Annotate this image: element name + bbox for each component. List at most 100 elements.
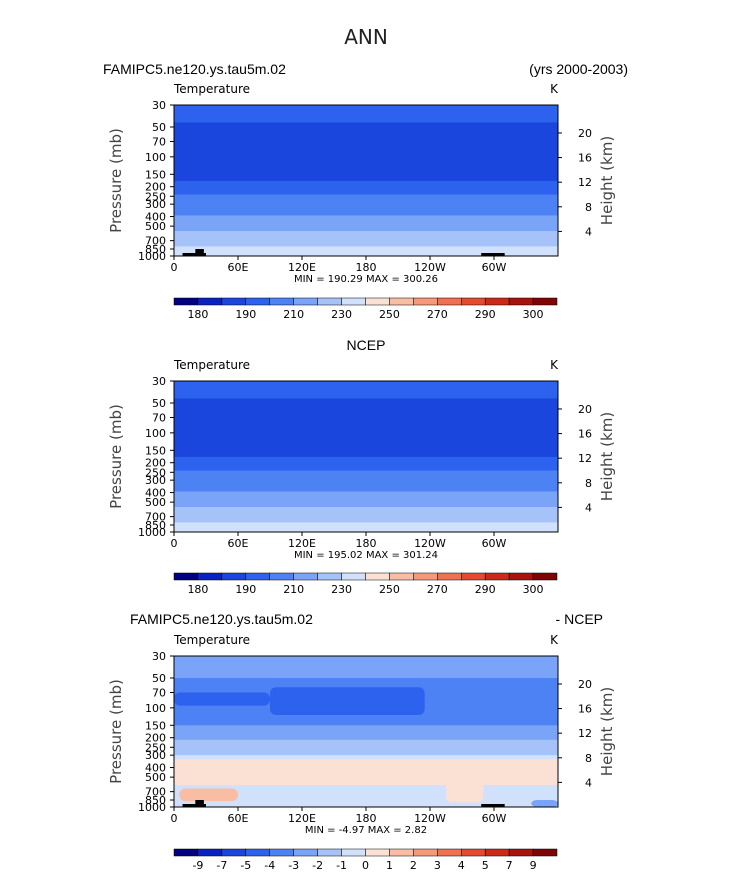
colorbar-swatch [532,572,558,581]
contour-band [174,470,558,478]
colorbar-swatch [532,848,558,857]
panel-diff: Temperature K3050701001502002503004005007… [107,633,616,872]
x-tick-label: 180 [356,537,377,550]
x-tick-label: 120W [414,537,446,550]
y-tick-label: 150 [145,168,166,181]
contour-band [174,122,558,136]
x-tick-label: 0 [171,261,178,274]
colorbar-label: 300 [523,583,544,596]
y-tick-label: 200 [145,181,166,194]
y-tick-label: 150 [145,719,166,732]
y2-tick-label: 20 [578,127,592,140]
y-tick-label: 700 [145,235,166,248]
colorbar-swatch [461,297,486,306]
y-tick-label: 30 [152,650,166,663]
colorbar-swatch [245,297,270,306]
contour-band [174,491,558,500]
topography-mask [195,800,204,807]
colorbar-swatch [508,297,534,306]
topography-mask [182,804,206,807]
colorbar-label: -2 [312,859,323,872]
colorbar-swatch [293,848,318,857]
x-tick-label: 60W [482,261,507,274]
panel-model: Temperature K3050701001502002503004005007… [107,82,616,321]
y-tick-label: 850 [145,794,166,807]
y-tick-label: 100 [145,427,166,440]
contour-band [174,755,558,760]
colorbar-swatch [197,572,223,581]
colorbar-label: -7 [216,859,227,872]
topography-mask [182,253,206,256]
colorbar-label: 1 [386,859,393,872]
colorbar-swatch [269,572,294,581]
y2-tick-label: 16 [578,152,592,165]
colorbar-label: 2 [410,859,417,872]
y-tick-label: 1000 [138,526,166,539]
y2-tick-label: 12 [578,727,592,740]
figure-right-label: (yrs 2000-2003) [529,61,628,77]
colorbar-swatch [484,572,510,581]
units-label: K [550,633,559,647]
colorbar-swatch [197,297,223,306]
colorbar-label: 270 [427,583,448,596]
y-tick-label: 850 [145,519,166,532]
x-tick-label: 180 [356,812,377,825]
colorbar-label: 210 [283,308,304,321]
y-tick-label: 70 [152,411,166,424]
y2-tick-label: 16 [578,703,592,716]
colorbar-swatch [508,848,534,857]
colorbar-label: 210 [283,583,304,596]
colorbar-swatch [269,848,294,857]
colorbar-swatch [245,572,270,581]
colorbar-label: 3 [434,859,441,872]
colorbar-label: 190 [235,308,256,321]
colorbar-label: 180 [187,308,208,321]
y2-tick-label: 4 [585,776,592,789]
topography-mask [195,249,204,256]
colorbar-swatch [413,572,438,581]
x-tick-label: 120E [288,537,316,550]
y-tick-label: 50 [152,397,166,410]
y-tick-label: 500 [145,496,166,509]
colorbar-label: 0 [362,859,369,872]
panel-title-obs: NCEP [347,337,386,353]
y2-tick-label: 4 [585,225,592,238]
y-tick-label: 100 [145,151,166,164]
x-tick-label: 120E [288,812,316,825]
colorbar-swatch [293,572,318,581]
y2-tick-label: 12 [578,452,592,465]
contour-band [174,739,558,756]
colorbar-swatch [341,572,366,581]
figure-left-label: FAMIPC5.ne120.ys.tau5m.02 [103,61,286,77]
y-axis-title: Pressure (mb) [107,404,125,509]
colorbar-swatch [245,848,270,857]
contour-band [174,412,558,447]
contour-band [174,498,558,508]
y2-tick-label: 12 [578,176,592,189]
x-tick-label: 120E [288,261,316,274]
y-tick-label: 700 [145,511,166,524]
y-tick-label: 400 [145,211,166,224]
y-tick-label: 50 [152,672,166,685]
x-tick-label: 0 [171,537,178,550]
colorbar-swatch [484,297,510,306]
y2-axis-title: Height (km) [598,687,616,776]
y-tick-label: 250 [145,741,166,754]
min-max-label: MIN = 190.29 MAX = 300.26 [294,274,438,285]
colorbar-label: 270 [427,308,448,321]
x-tick-label: 60E [228,261,249,274]
y-tick-label: 1000 [138,250,166,263]
colorbar-swatch [293,297,318,306]
x-tick-label: 180 [356,261,377,274]
colorbar-swatch [413,297,438,306]
colorbar-swatch [317,572,342,581]
contour-band [174,239,558,247]
min-max-label: MIN = 195.02 MAX = 301.24 [294,550,438,561]
x-tick-label: 0 [171,812,178,825]
colorbar-label: 4 [458,859,465,872]
colorbar-swatch [173,848,199,857]
units-label: K [550,358,559,372]
contour-band [174,398,558,413]
colorbar-label: 180 [187,583,208,596]
